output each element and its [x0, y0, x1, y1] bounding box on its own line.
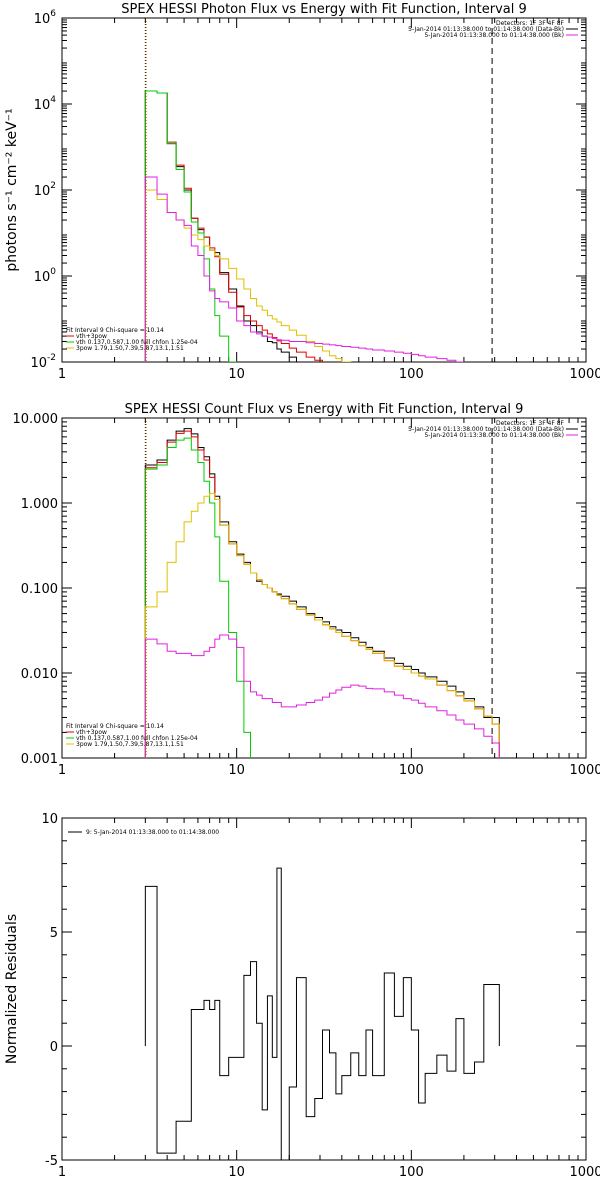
plot-frame	[61, 17, 587, 363]
y-tick-label: 5	[50, 926, 58, 941]
series-9-5-jan-2014-01-13-38-000-to-01-14-38-000	[144, 867, 500, 1160]
x-tick-label: 1000	[569, 367, 600, 382]
y-tick-label: -5	[45, 1154, 58, 1169]
series-3pow	[144, 492, 500, 758]
legend-text: vth 0.137,0.587,1.00 full chfon 1.25e-04	[76, 735, 198, 742]
chart-panel-1: SPEX HESSI Photon Flux vs Energy with Fi…	[4, 2, 600, 382]
chart-title: SPEX HESSI Count Flux vs Energy with Fit…	[125, 402, 524, 417]
x-tick-label: 1	[58, 763, 66, 778]
y-tick-label: 10-2	[30, 353, 56, 371]
series-group	[144, 867, 500, 1160]
x-tick-label: 10	[228, 1165, 245, 1180]
chart-panel-3: 1 10 100 1000 -5 0 5 10 Normalized Residuals 9: 5…	[4, 812, 600, 1180]
legend-text: Detectors: 1F 3F 4F 8F	[496, 420, 565, 427]
y-axis-label: photons s⁻¹ cm⁻² keV⁻¹	[4, 108, 20, 271]
legend-text: 5-Jan-2014 01:13:38.000 to 01:14:38.000 …	[408, 26, 564, 33]
x-tick-label: 100	[399, 1165, 424, 1180]
series-bk	[144, 176, 500, 362]
legend-text: 3pow 1.79,1.50,7.39,5.87,13.1,1.51	[76, 345, 184, 352]
y-axis-label: Normalized Residuals	[4, 914, 20, 1064]
series-3pow	[144, 189, 500, 362]
legend-text: 5-Jan-2014 01:13:38.000 to 01:14:38.000 …	[424, 32, 564, 39]
x-tick-label: 1	[58, 1165, 66, 1180]
y-tick-label: 102	[34, 181, 56, 199]
series-vth-3pow	[144, 90, 500, 362]
x-tick-label: 10	[228, 763, 245, 778]
y-tick-label: 10.000	[13, 412, 59, 427]
series-data	[144, 428, 500, 758]
chart-title: SPEX HESSI Photon Flux vs Energy with Fi…	[121, 2, 527, 17]
legend-text: vth 0.137,0.587,1.00 full chfon 1.25e-04	[76, 339, 198, 346]
series-vth	[144, 437, 259, 758]
plot-frame	[61, 417, 587, 759]
x-tick-label: 10	[228, 367, 245, 382]
legend-text: 3pow 1.79,1.50,7.39,5.87,13.1,1.51	[76, 741, 184, 748]
x-tick-label: 1000	[569, 763, 600, 778]
series-data	[144, 90, 500, 362]
y-tick-label: 106	[34, 9, 57, 27]
legend-text: vth+3pow	[76, 333, 107, 340]
legend-text: Fit Interval 9 Chi-square = 10.14	[66, 723, 164, 730]
series-vth	[144, 90, 259, 362]
y-tick-label: 0	[50, 1040, 58, 1055]
legend-text: 5-Jan-2014 01:13:38.000 to 01:14:38.000 …	[424, 432, 564, 439]
y-tick-label: 0.001	[21, 752, 58, 767]
y-tick-label: 100	[34, 267, 57, 285]
x-tick-label: 1000	[569, 1165, 600, 1180]
series-group	[144, 428, 500, 758]
y-tick-label: 1.000	[21, 497, 58, 512]
y-tick-label: 0.100	[21, 582, 58, 597]
y-tick-label: 0.010	[21, 667, 58, 682]
legend-text: vth+3pow	[76, 729, 107, 736]
x-tick-label: 100	[399, 763, 424, 778]
y-tick-label: 10	[41, 812, 58, 827]
legend-text: 9: 5-Jan-2014 01:13:38.000 to 01:14:38.0…	[86, 829, 219, 836]
y-tick-label: 104	[34, 95, 57, 113]
series-bk	[144, 634, 500, 758]
legend-text: Fit Interval 9 Chi-square = 10.14	[66, 327, 164, 334]
chart-panel-2: SPEX HESSI Count Flux vs Energy with Fit…	[13, 402, 600, 778]
series-group	[144, 90, 500, 362]
x-tick-label: 1	[58, 367, 66, 382]
series-vth-3pow	[144, 430, 500, 758]
plot-frame	[61, 817, 587, 1161]
legend-text: 5-Jan-2014 01:13:38.000 to 01:14:38.000 …	[408, 426, 564, 433]
x-tick-label: 100	[399, 367, 424, 382]
legend-text: Detectors: 1F 3F 4F 8F	[496, 20, 565, 27]
